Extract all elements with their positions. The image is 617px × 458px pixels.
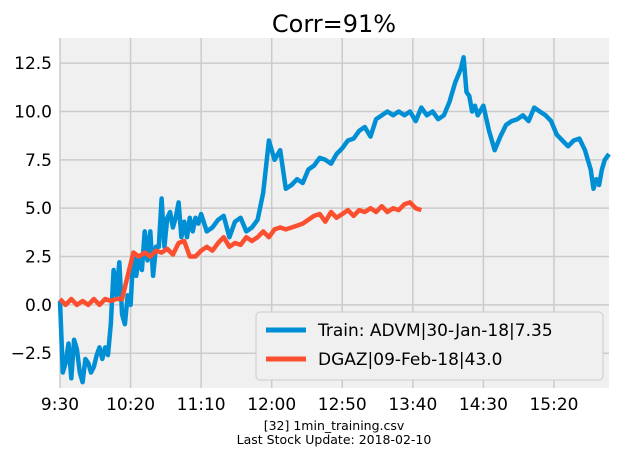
x-tick-label: 9:30 <box>41 395 79 415</box>
y-tick-label: 12.5 <box>14 54 52 74</box>
legend-box <box>255 311 604 381</box>
legend: Train: ADVM|30-Jan-18|7.35 DGAZ|09-Feb-1… <box>255 311 604 381</box>
x-axis-ticks: 9:30 10:20 11:10 12:00 12:50 13:40 14:30 15:20 <box>41 395 579 415</box>
x-tick-label: 14:30 <box>459 395 508 415</box>
series-line-dgaz <box>58 200 423 308</box>
y-tick-label: 0.0 <box>25 296 52 316</box>
x-tick-label: 15:20 <box>529 395 578 415</box>
y-tick-label: 10.0 <box>14 102 52 122</box>
caption-last-update: Last Stock Update: 2018-02-10 <box>237 432 432 447</box>
x-tick-label: 11:10 <box>177 395 226 415</box>
series-lines <box>57 55 611 385</box>
y-axis-ticks: −2.5 0.0 2.5 5.0 7.5 10.0 12.5 <box>11 54 52 364</box>
y-tick-label: 5.0 <box>25 199 52 219</box>
legend-entry-dgaz: DGAZ|09-Feb-18|43.0 <box>318 350 502 370</box>
legend-entry-train: Train: ADVM|30-Jan-18|7.35 <box>317 321 553 341</box>
chart-title: Corr=91% <box>272 10 396 38</box>
x-tick-label: 10:20 <box>106 395 155 415</box>
y-tick-label: 7.5 <box>25 151 52 171</box>
x-tick-label: 12:50 <box>318 395 367 415</box>
y-tick-label: −2.5 <box>11 344 52 364</box>
y-tick-label: 2.5 <box>25 248 52 268</box>
x-tick-label: 13:40 <box>388 395 437 415</box>
series-line-train <box>57 55 611 385</box>
x-tick-label: 12:00 <box>247 395 296 415</box>
caption-filename: [32] 1min_training.csv <box>264 418 405 433</box>
